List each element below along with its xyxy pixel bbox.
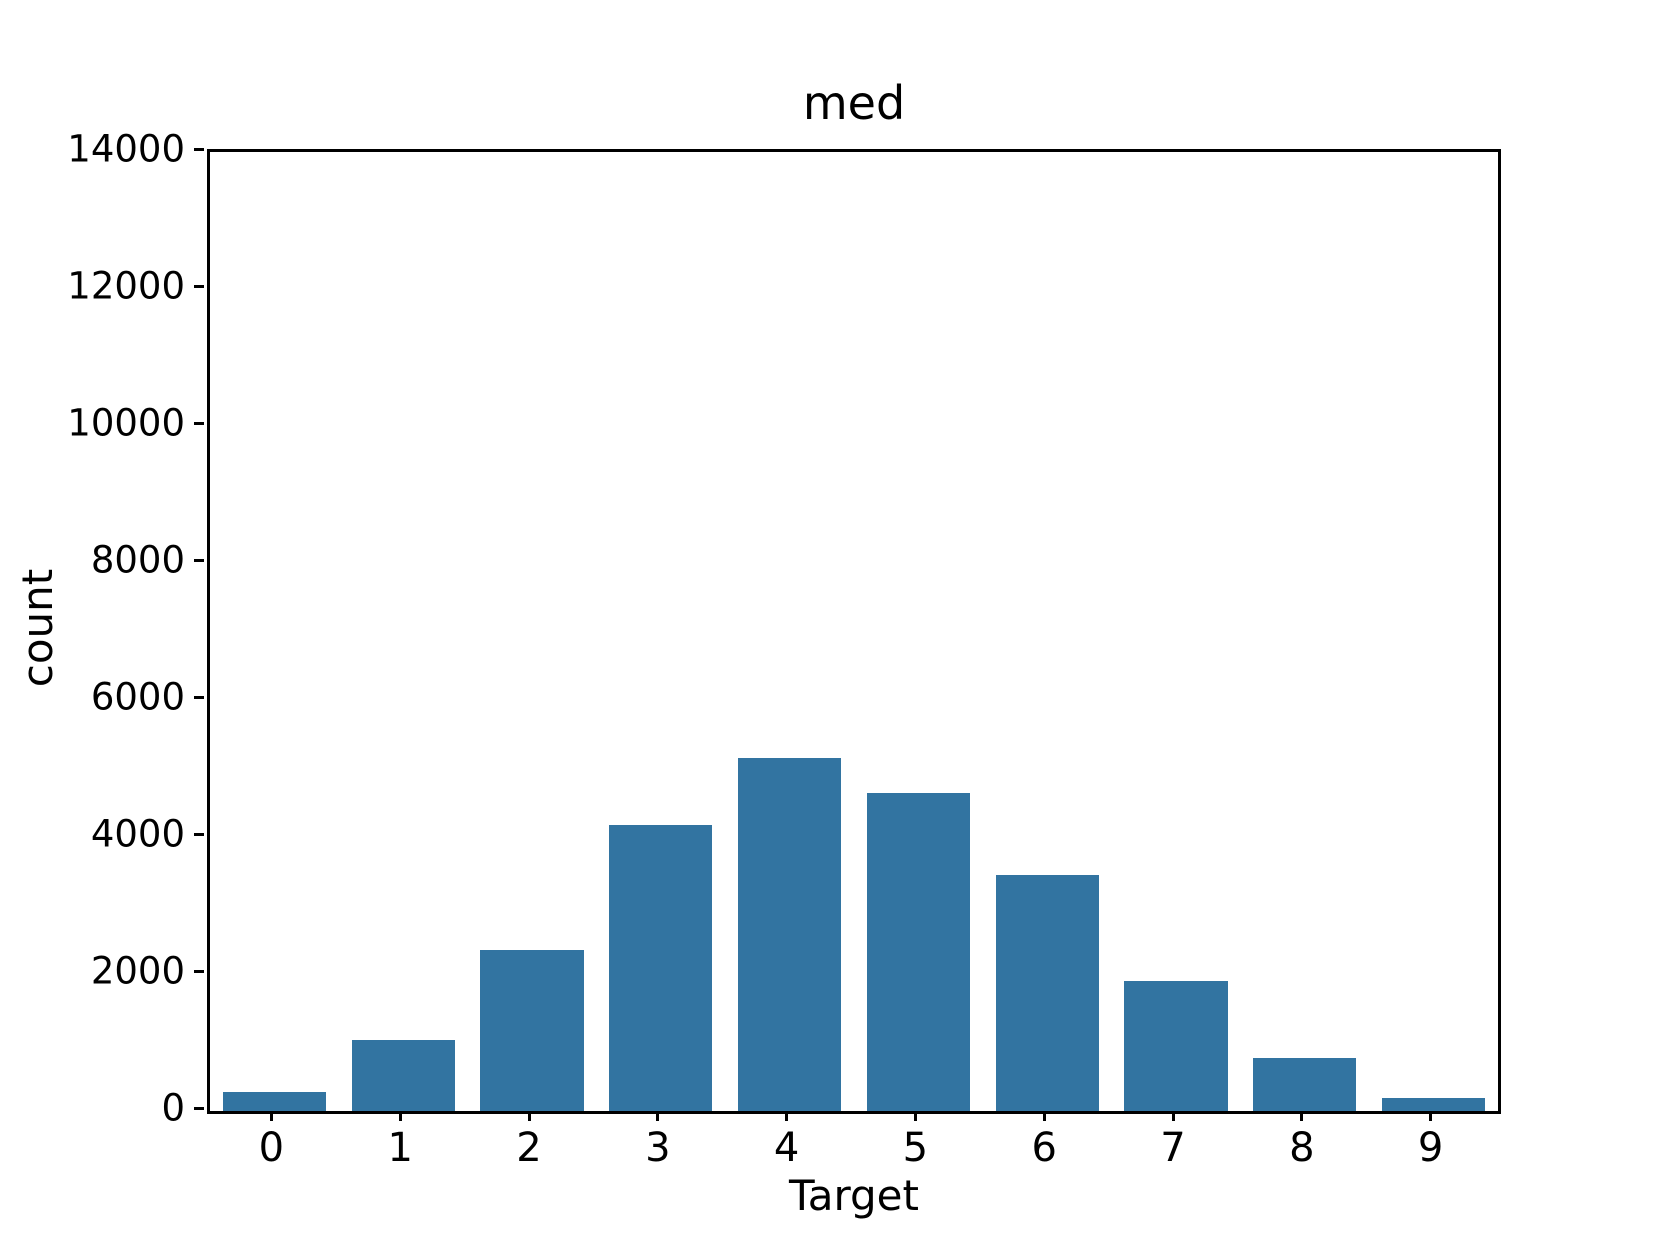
x-tick-mark-2 [527,1111,531,1121]
y-tick-mark-8000 [194,558,204,562]
bar-target-7 [1124,980,1228,1111]
x-tick-mark-7 [1171,1111,1175,1121]
y-tick-mark-10000 [194,421,204,425]
bar-target-8 [1253,1057,1357,1111]
x-tick-mark-8 [1300,1111,1304,1121]
bar-target-9 [1382,1098,1486,1111]
x-tick-mark-3 [656,1111,660,1121]
x-tick-label-7: 7 [1160,1125,1186,1171]
x-tick-mark-9 [1429,1111,1433,1121]
x-tick-mark-6 [1042,1111,1046,1121]
x-tick-label-3: 3 [645,1125,671,1171]
chart-title: med [802,76,906,130]
y-tick-label-10000: 10000 [67,401,185,445]
y-axis-label: count [13,568,62,688]
bar-target-0 [222,1091,326,1111]
x-tick-label-1: 1 [387,1125,413,1171]
y-tick-label-0: 0 [161,1086,185,1130]
y-tick-label-6000: 6000 [90,675,185,719]
y-tick-label-2000: 2000 [90,949,185,993]
x-axis-label: Target [789,1171,919,1220]
bar-target-3 [609,825,713,1111]
x-tick-mark-5 [913,1111,917,1121]
bar-target-1 [351,1039,455,1111]
x-tick-label-8: 8 [1289,1125,1315,1171]
y-tick-label-8000: 8000 [90,538,185,582]
bar-target-6 [995,874,1099,1111]
x-tick-label-4: 4 [773,1125,800,1171]
bar-target-4 [738,758,842,1111]
y-tick-mark-14000 [194,147,204,151]
bar-target-2 [480,950,584,1111]
x-tick-label-9: 9 [1417,1125,1444,1171]
x-tick-label-2: 2 [516,1125,542,1171]
y-tick-mark-12000 [194,284,204,288]
y-tick-label-14000: 14000 [67,127,185,171]
x-tick-mark-0 [269,1111,273,1121]
x-tick-mark-4 [785,1111,789,1121]
bar-target-5 [866,793,970,1111]
plot-area [207,149,1501,1114]
y-tick-label-12000: 12000 [67,264,185,308]
y-tick-label-4000: 4000 [90,812,185,856]
y-tick-mark-0 [194,1106,204,1110]
y-tick-mark-6000 [194,695,204,699]
y-tick-mark-4000 [194,832,204,836]
x-tick-label-0: 0 [258,1125,285,1171]
x-tick-mark-1 [398,1111,402,1121]
y-tick-mark-2000 [194,969,204,973]
x-tick-label-6: 6 [1031,1125,1057,1171]
x-tick-label-5: 5 [902,1125,929,1171]
